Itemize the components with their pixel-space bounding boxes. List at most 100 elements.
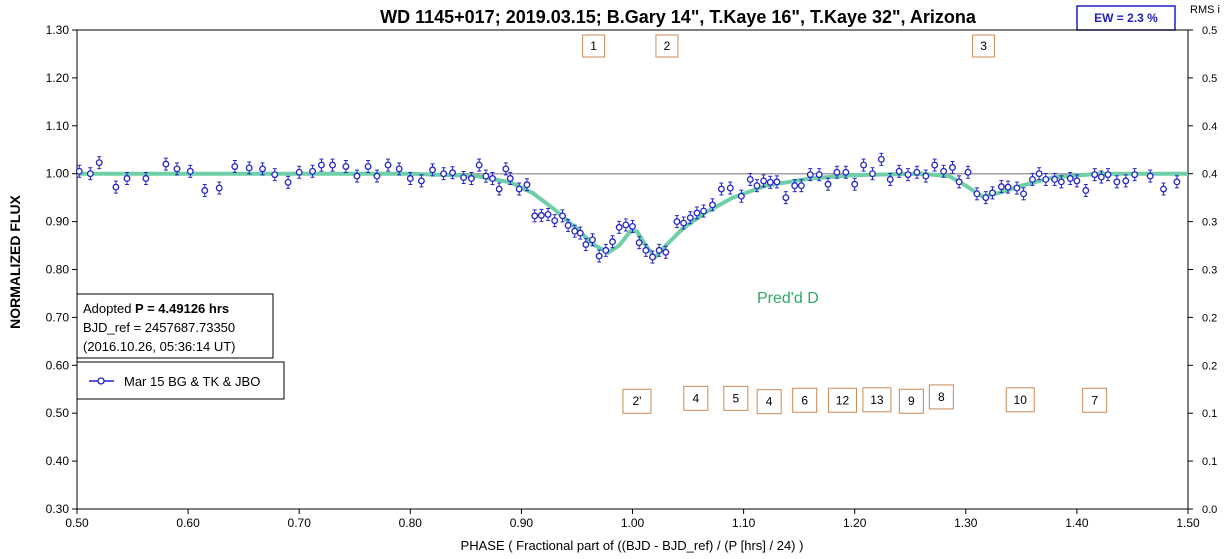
bottom-marker: 4 — [756, 389, 782, 415]
data-point — [475, 161, 483, 169]
bottom-marker: 6 — [792, 387, 818, 413]
data-point — [449, 169, 456, 177]
data-point — [726, 184, 734, 192]
data-point — [186, 167, 194, 175]
data-point — [309, 167, 316, 175]
marker-box — [655, 34, 679, 58]
marker-label: 9 — [908, 394, 915, 408]
marker-label: 5 — [732, 391, 739, 405]
info-line-date: (2016.10.26, 05:36:14 UT) — [83, 339, 236, 354]
data-point — [1057, 178, 1065, 186]
data-point — [1104, 171, 1112, 179]
bottom-marker: 10 — [1005, 387, 1035, 413]
data-point — [201, 187, 209, 194]
data-point — [717, 185, 725, 193]
data-point — [489, 175, 496, 182]
y-tick-label: 0.70 — [46, 310, 70, 324]
data-point — [373, 172, 381, 180]
data-point — [364, 163, 372, 170]
bottom-marker: 7 — [1082, 387, 1108, 413]
data-point — [271, 171, 279, 179]
top-marker: 2 — [655, 34, 679, 58]
bottom-marker: 8 — [928, 384, 954, 410]
data-point — [1004, 183, 1012, 191]
data-point — [329, 161, 336, 169]
y2-axis-label: RMS i — [1190, 4, 1220, 16]
y-tick-label: 1.30 — [46, 23, 70, 37]
data-point — [384, 161, 392, 169]
data-point — [595, 252, 603, 260]
x-tick-label: 0.60 — [176, 516, 200, 530]
data-point — [502, 165, 510, 173]
marker-box — [756, 389, 782, 415]
data-point — [515, 185, 523, 193]
data-point — [417, 177, 425, 185]
data-point — [162, 160, 170, 168]
data-point — [1073, 177, 1081, 185]
data-point — [989, 189, 996, 197]
data-point — [1051, 175, 1059, 183]
data-point — [922, 172, 930, 180]
data-point — [842, 168, 850, 176]
marker-box — [928, 384, 954, 410]
y-tick-label: 1.10 — [46, 119, 70, 133]
marker-box — [827, 387, 857, 413]
data-point — [982, 194, 990, 202]
data-point — [635, 239, 643, 247]
legend-marker-icon — [97, 377, 105, 385]
data-point — [895, 167, 903, 175]
data-point — [173, 165, 181, 173]
marker-label: 6 — [801, 393, 808, 407]
marker-box — [792, 387, 818, 413]
y2-tick-label: 0.5 — [1202, 25, 1217, 37]
data-point — [913, 168, 921, 176]
data-point — [797, 182, 805, 190]
y2-tick-label: 0.1 — [1202, 456, 1217, 468]
data-point — [815, 171, 823, 179]
data-point — [460, 174, 468, 181]
predicted-label: Pred'd D — [757, 290, 819, 307]
data-points — [75, 152, 1181, 264]
data-point — [869, 170, 876, 178]
y2-tick-label: 0.0 — [1202, 504, 1217, 516]
marker-box — [723, 385, 749, 411]
data-point — [931, 161, 939, 169]
data-point — [662, 248, 670, 256]
x-tick-label: 1.50 — [1176, 516, 1200, 530]
marker-box — [582, 34, 606, 58]
data-point — [746, 175, 754, 183]
y2-tick-label: 0.4 — [1202, 121, 1217, 133]
data-point — [791, 182, 799, 190]
data-point — [482, 172, 490, 180]
ew-label: EW = 2.3 % — [1094, 11, 1158, 25]
marker-label: 13 — [870, 393, 884, 407]
data-point — [964, 168, 972, 176]
y-tick-label: 0.90 — [46, 215, 70, 229]
model-curve-line — [77, 171, 1188, 260]
data-point — [112, 183, 120, 191]
marker-label: 4 — [692, 391, 699, 405]
data-point — [295, 168, 303, 176]
data-point — [851, 180, 859, 188]
data-point — [766, 178, 774, 186]
marker-box — [862, 387, 892, 413]
x-tick-label: 1.20 — [843, 516, 867, 530]
data-point — [649, 253, 656, 261]
data-point — [564, 221, 572, 229]
marker-label: 8 — [938, 390, 945, 404]
y2-tick-label: 0.2 — [1202, 312, 1217, 324]
data-point — [997, 183, 1005, 191]
bottom-marker: 13 — [862, 387, 892, 413]
data-point — [940, 167, 948, 175]
y-ticks: 0.30 0.40 0.50 0.60 0.70 0.80 0.90 1.00 1.10 1.20… — [46, 23, 77, 516]
y2-tick-label: 0.1 — [1202, 408, 1217, 420]
data-point — [1160, 185, 1168, 193]
data-point — [142, 175, 150, 182]
data-point — [1029, 175, 1036, 183]
data-point — [245, 164, 253, 172]
data-point — [629, 222, 636, 230]
data-point — [495, 185, 503, 193]
data-point — [1020, 190, 1028, 198]
top-marker: 3 — [972, 34, 996, 58]
data-point — [559, 212, 566, 220]
